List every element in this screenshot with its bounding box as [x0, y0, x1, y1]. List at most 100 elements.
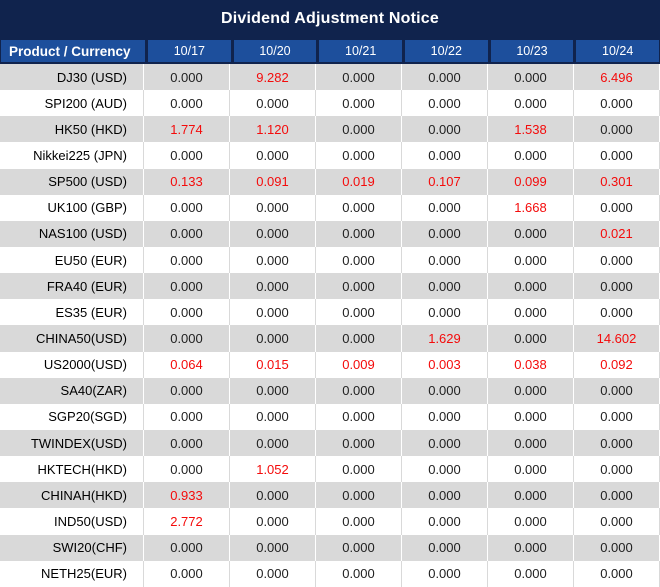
dividend-value-cell: 0.000 — [574, 90, 660, 117]
column-header-date-3: 10/22 — [404, 40, 488, 62]
table-row: SP500 (USD) 0.133 0.091 0.019 0.107 0.099 0.3… — [0, 168, 660, 195]
product-name: EU50 (EUR) — [0, 246, 144, 274]
dividend-value-cell: 0.000 — [230, 560, 316, 587]
table-row: TWINDEX(USD) 0.000 0.000 0.000 0.000 0.000 0.… — [0, 429, 660, 457]
dividend-value-cell: 0.000 — [488, 142, 574, 169]
dividend-value-cell: 0.000 — [316, 220, 402, 247]
dividend-value-cell: 0.000 — [402, 220, 488, 247]
dividend-value-cell: 0.000 — [574, 456, 660, 483]
product-name: SPI200 (AUD) — [0, 90, 144, 117]
dividend-value-cell: 0.000 — [316, 142, 402, 169]
dividend-value-cell: 0.000 — [402, 534, 488, 561]
dividend-value-cell: 0.000 — [316, 64, 402, 91]
dividend-value-cell: 1.120 — [230, 116, 316, 143]
table-header-row: Product / Currency 10/17 10/20 10/21 10/22 1… — [0, 37, 660, 64]
dividend-value-cell: 0.000 — [402, 194, 488, 221]
product-name: SP500 (USD) — [0, 168, 144, 195]
dividend-value-cell: 0.000 — [402, 116, 488, 143]
dividend-value-cell: 0.000 — [574, 377, 660, 404]
dividend-value-cell: 0.000 — [574, 116, 660, 143]
dividend-value-cell: 0.000 — [144, 64, 230, 91]
product-name: SWI20(CHF) — [0, 534, 144, 561]
dividend-value-cell: 0.000 — [488, 90, 574, 117]
dividend-value-cell: 0.000 — [316, 429, 402, 457]
dividend-value-cell: 0.000 — [230, 142, 316, 169]
table-row: ES35 (EUR) 0.000 0.000 0.000 0.000 0.000 0.00… — [0, 299, 660, 326]
dividend-value-cell: 0.000 — [230, 246, 316, 274]
product-name: TWINDEX(USD) — [0, 429, 144, 457]
product-name: NETH25(EUR) — [0, 560, 144, 587]
dividend-value-cell: 0.933 — [144, 482, 230, 509]
table-row: HKTECH(HKD) 0.000 1.052 0.000 0.000 0.000 0.0… — [0, 456, 660, 483]
dividend-value-cell: 1.774 — [144, 116, 230, 143]
column-header-product-currency: Product / Currency — [1, 40, 145, 62]
column-header-date-5: 10/24 — [576, 40, 659, 62]
dividend-value-cell: 0.015 — [230, 351, 316, 378]
dividend-value-cell: 0.000 — [316, 116, 402, 143]
dividend-value-cell: 0.000 — [316, 403, 402, 430]
dividend-value-cell: 0.000 — [144, 456, 230, 483]
dividend-value-cell: 6.496 — [574, 64, 660, 91]
dividend-value-cell: 0.000 — [144, 299, 230, 326]
dividend-value-cell: 0.000 — [144, 90, 230, 117]
product-name: IND50(USD) — [0, 508, 144, 535]
dividend-value-cell: 0.009 — [316, 351, 402, 378]
dividend-value-cell: 0.000 — [574, 194, 660, 221]
dividend-value-cell: 0.133 — [144, 168, 230, 195]
dividend-value-cell: 0.000 — [574, 560, 660, 587]
product-name: DJ30 (USD) — [0, 64, 144, 91]
dividend-value-cell: 0.000 — [230, 325, 316, 352]
dividend-value-cell: 0.000 — [488, 534, 574, 561]
dividend-value-cell: 0.000 — [402, 142, 488, 169]
product-name: FRA40 (EUR) — [0, 273, 144, 300]
product-name: ES35 (EUR) — [0, 299, 144, 326]
table-row: FRA40 (EUR) 0.000 0.000 0.000 0.000 0.000 0.0… — [0, 273, 660, 300]
dividend-value-cell: 0.000 — [144, 194, 230, 221]
table-row: NETH25(EUR) 0.000 0.000 0.000 0.000 0.000 0.0… — [0, 560, 660, 587]
dividend-value-cell: 0.000 — [574, 246, 660, 274]
page-title: Dividend Adjustment Notice — [0, 0, 660, 37]
table-row: HK50 (HKD) 1.774 1.120 0.000 0.000 1.538 0.00… — [0, 116, 660, 143]
dividend-value-cell: 0.000 — [144, 429, 230, 457]
dividend-value-cell: 0.000 — [574, 142, 660, 169]
dividend-value-cell: 0.000 — [402, 299, 488, 326]
dividend-value-cell: 0.000 — [402, 64, 488, 91]
dividend-value-cell: 0.000 — [230, 534, 316, 561]
dividend-value-cell: 0.000 — [488, 325, 574, 352]
table-row: US2000(USD) 0.064 0.015 0.009 0.003 0.038 0.0… — [0, 351, 660, 378]
dividend-value-cell: 0.003 — [402, 351, 488, 378]
dividend-value-cell: 0.000 — [144, 246, 230, 274]
dividend-value-cell: 0.000 — [488, 403, 574, 430]
dividend-value-cell: 0.091 — [230, 168, 316, 195]
dividend-value-cell: 0.000 — [316, 90, 402, 117]
dividend-value-cell: 0.000 — [316, 273, 402, 300]
table-row: DJ30 (USD) 0.000 9.282 0.000 0.000 0.000 6.49… — [0, 64, 660, 91]
table-row: SGP20(SGD) 0.000 0.000 0.000 0.000 0.000 0.00… — [0, 403, 660, 430]
table-row: CHINA50(USD) 0.000 0.000 0.000 1.629 0.000 14… — [0, 325, 660, 352]
table-row: UK100 (GBP) 0.000 0.000 0.000 0.000 1.668 0.0… — [0, 194, 660, 221]
table-row: SPI200 (AUD) 0.000 0.000 0.000 0.000 0.000 0.… — [0, 90, 660, 117]
dividend-value-cell: 1.538 — [488, 116, 574, 143]
dividend-value-cell: 0.000 — [316, 246, 402, 274]
dividend-value-cell: 2.772 — [144, 508, 230, 535]
dividend-value-cell: 0.000 — [316, 560, 402, 587]
dividend-value-cell: 0.000 — [488, 377, 574, 404]
dividend-value-cell: 0.099 — [488, 168, 574, 195]
dividend-value-cell: 0.000 — [402, 482, 488, 509]
dividend-value-cell: 0.000 — [316, 194, 402, 221]
dividend-value-cell: 0.038 — [488, 351, 574, 378]
dividend-value-cell: 0.000 — [144, 534, 230, 561]
dividend-value-cell: 0.019 — [316, 168, 402, 195]
dividend-value-cell: 0.000 — [316, 456, 402, 483]
dividend-value-cell: 0.000 — [316, 299, 402, 326]
product-name: HKTECH(HKD) — [0, 456, 144, 483]
dividend-value-cell: 0.092 — [574, 351, 660, 378]
column-header-date-2: 10/21 — [319, 40, 402, 62]
dividend-value-cell: 0.000 — [402, 90, 488, 117]
column-header-date-4: 10/23 — [490, 40, 574, 62]
dividend-value-cell: 0.000 — [488, 482, 574, 509]
dividend-value-cell: 0.000 — [316, 325, 402, 352]
dividend-value-cell: 0.000 — [144, 325, 230, 352]
dividend-value-cell: 0.000 — [230, 403, 316, 430]
